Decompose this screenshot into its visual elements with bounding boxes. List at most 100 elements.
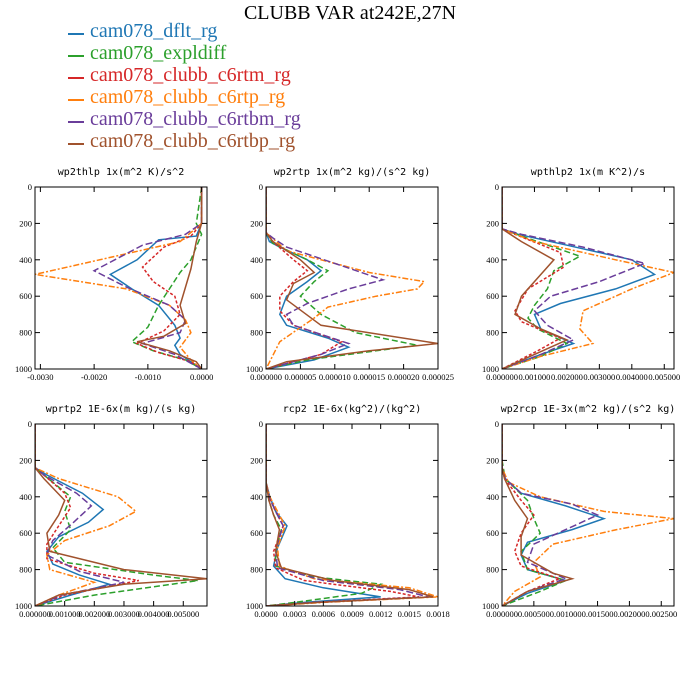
x-tick-label: 0.004000 xyxy=(138,609,170,619)
y-tick-label: 200 xyxy=(250,218,263,228)
y-tick-label: 200 xyxy=(19,218,32,228)
y-tick-label: 600 xyxy=(19,528,32,538)
series-line-cam078_dflt_rg xyxy=(108,187,203,369)
y-tick-label: 400 xyxy=(486,255,499,265)
series-line-cam078_expldiff xyxy=(502,187,582,369)
series-line-cam078_clubb_c6rtbm_rg xyxy=(92,187,203,369)
x-tick-label: 0.000000 xyxy=(486,372,518,382)
panel-4: wprtp2 1E-6x(m kg)/(s kg) 0 200 400 600 800 10… xyxy=(15,404,208,619)
panel-title: rcp2 1E-6x(kg^2)/(kg^2) xyxy=(283,404,421,415)
panel-5: rcp2 1E-6x(kg^2)/(kg^2) 0 200 400 600 800 1000… xyxy=(246,404,450,619)
panel-1: wp2thlp 1x(m^2 K)/s^202004006008001000-0… xyxy=(15,167,213,382)
series-line-cam078_clubb_c6rtbm_rg xyxy=(266,424,429,606)
x-tick-label: 0.0000 xyxy=(254,609,277,619)
legend-label: cam078_clubb_c6rtbm_rg xyxy=(90,108,301,130)
y-tick-label: 0 xyxy=(495,419,499,429)
plot-frame xyxy=(265,186,439,370)
legend-label: cam078_dflt_rg xyxy=(90,20,218,42)
x-tick-label: 0.002000 xyxy=(78,609,110,619)
x-tick-label: 0.000000 xyxy=(250,372,282,382)
plot-frame xyxy=(265,423,439,607)
series-line-cam078_clubb_c6rtbp_rg xyxy=(266,424,434,606)
y-tick-label: 400 xyxy=(19,492,32,502)
legend-swatch xyxy=(68,77,84,79)
series-line-cam078_clubb_c6rtm_rg xyxy=(502,424,562,606)
y-tick-label: 600 xyxy=(250,291,263,301)
y-tick-label: 0 xyxy=(259,419,263,429)
y-tick-label: 200 xyxy=(19,455,32,465)
panel-title: wp2rcp 1E-3x(m^2 kg)/(s^2 kg) xyxy=(501,404,676,415)
y-tick-label: 1000 xyxy=(246,601,263,611)
y-tick-label: 400 xyxy=(486,492,499,502)
series-line-cam078_clubb_c6rtm_rg xyxy=(35,424,139,606)
y-tick-label: 400 xyxy=(250,255,263,265)
series-group xyxy=(266,187,438,369)
x-tick-label: 0.001000 xyxy=(550,609,582,619)
y-tick-label: 200 xyxy=(250,455,263,465)
x-tick-label: 0.002000 xyxy=(613,609,645,619)
legend-label: cam078_clubb_c6rtm_rg xyxy=(90,64,291,86)
series-line-cam078_clubb_c6rtm_rg xyxy=(135,187,203,369)
x-tick-label: 0.000020 xyxy=(388,372,420,382)
y-tick-label: 800 xyxy=(19,328,32,338)
x-tick-label: 0.001000 xyxy=(49,609,81,619)
series-line-cam078_clubb_c6rtp_rg xyxy=(502,424,674,606)
panel-title: wp2rtp 1x(m^2 kg)/(s^2 kg) xyxy=(274,167,431,178)
x-tick-label: 0.0015 xyxy=(398,609,421,619)
series-line-cam078_dflt_rg xyxy=(35,424,112,606)
legend-swatch xyxy=(68,121,84,123)
series-line-cam078_clubb_c6rtp_rg xyxy=(35,187,203,369)
x-tick-label: 0.000025 xyxy=(422,372,454,382)
y-tick-label: 400 xyxy=(250,492,263,502)
y-tick-label: 1000 xyxy=(15,364,32,374)
x-tick-label: 0.000005 xyxy=(284,372,316,382)
panel-title: wp2thlp 1x(m^2 K)/s^2 xyxy=(58,167,184,178)
x-tick-label: 0.003000 xyxy=(583,372,615,382)
x-tick-label: 0.0003 xyxy=(283,609,306,619)
x-tick-label: -0.0030 xyxy=(27,372,53,382)
y-tick-label: 0 xyxy=(259,182,263,192)
y-tick-label: 600 xyxy=(250,528,263,538)
x-tick-label: 0.005000 xyxy=(648,372,680,382)
legend-swatch xyxy=(68,33,84,35)
legend-swatch xyxy=(68,55,84,57)
x-tick-label: 0.000500 xyxy=(518,609,550,619)
x-tick-label: 0.004000 xyxy=(616,372,648,382)
series-line-cam078_clubb_c6rtbp_rg xyxy=(502,424,575,606)
series-line-cam078_clubb_c6rtm_rg xyxy=(502,187,565,369)
y-tick-label: 400 xyxy=(19,255,32,265)
x-tick-label: 0.001000 xyxy=(519,372,551,382)
series-line-cam078_clubb_c6rtm_rg xyxy=(266,424,420,606)
x-tick-label: 0.000015 xyxy=(353,372,385,382)
series-line-cam078_clubb_c6rtp_rg xyxy=(266,424,438,606)
panel-3: wpthlp2 1x(m K^2)/s020040060080010000.00… xyxy=(482,167,680,382)
series-line-cam078_clubb_c6rtbm_rg xyxy=(502,424,600,606)
legend-label: cam078_clubb_c6rtp_rg xyxy=(90,86,286,108)
y-tick-label: 200 xyxy=(486,218,499,228)
y-tick-label: 600 xyxy=(486,291,499,301)
y-tick-label: 800 xyxy=(486,328,499,338)
legend-label: cam078_expldiff xyxy=(90,42,227,64)
series-group xyxy=(266,424,438,606)
legend-swatch xyxy=(68,143,84,145)
x-tick-label: 0.002000 xyxy=(551,372,583,382)
series-line-cam078_clubb_c6rtbm_rg xyxy=(35,424,125,606)
y-tick-label: 1000 xyxy=(482,364,499,374)
plot-frame xyxy=(34,423,208,607)
series-line-cam078_clubb_c6rtp_rg xyxy=(266,187,426,369)
legend-swatch xyxy=(68,99,84,101)
x-tick-label: 0.000000 xyxy=(486,609,518,619)
legend-label: cam078_clubb_c6rtbp_rg xyxy=(90,130,296,152)
x-tick-label: 0.000000 xyxy=(19,609,51,619)
x-tick-label: 0.003000 xyxy=(108,609,140,619)
x-tick-label: 0.001500 xyxy=(582,609,614,619)
panel-2: wp2rtp 1x(m^2 kg)/(s^2 kg) 0 200 400 600 800 1… xyxy=(246,167,454,382)
x-tick-label: 0.0006 xyxy=(312,609,335,619)
series-line-cam078_dflt_rg xyxy=(266,187,351,369)
y-tick-label: 800 xyxy=(19,565,32,575)
x-tick-label: 0.005000 xyxy=(167,609,199,619)
y-tick-label: 800 xyxy=(486,565,499,575)
series-line-cam078_clubb_c6rtp_rg xyxy=(35,424,138,606)
y-tick-label: 800 xyxy=(250,328,263,338)
